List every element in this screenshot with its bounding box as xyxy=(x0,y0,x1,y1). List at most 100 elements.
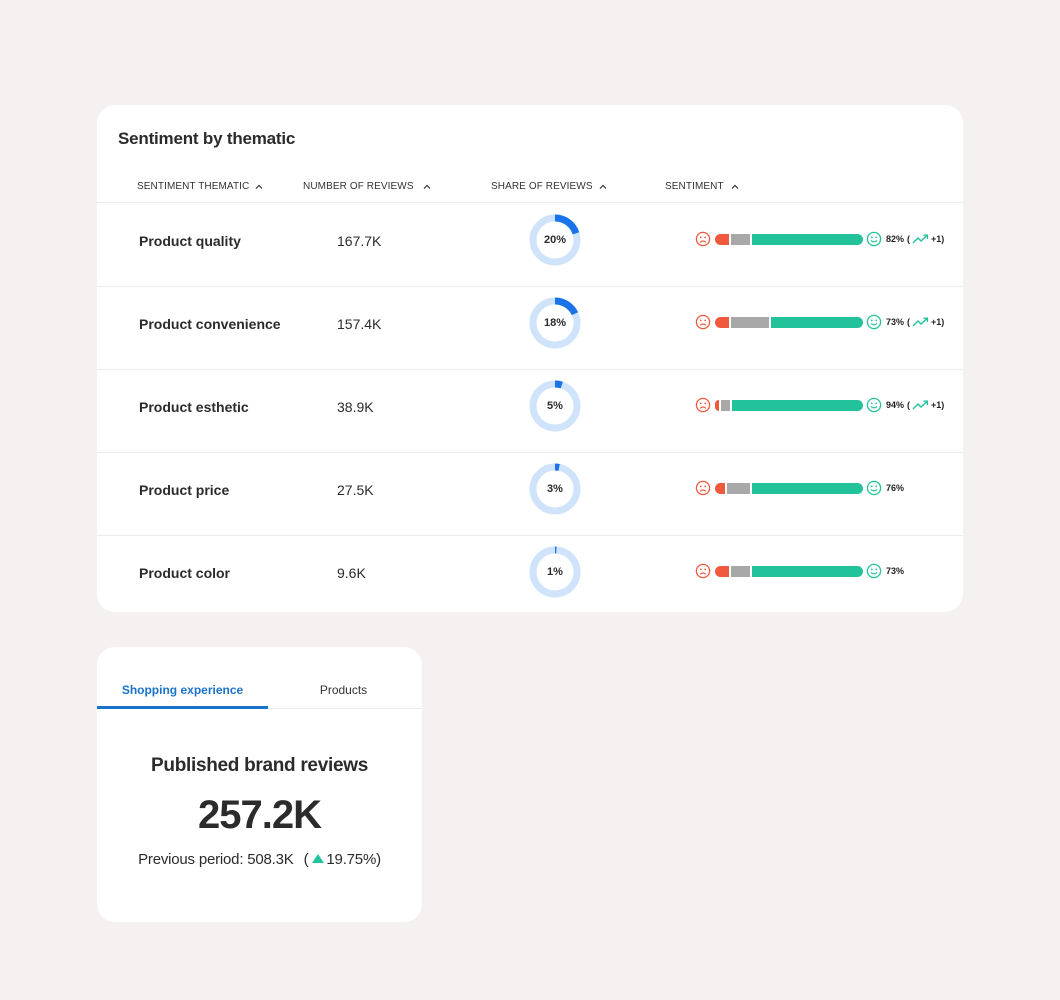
previous-period: Previous period: 508.3K (19.75%) xyxy=(97,851,422,868)
trending-up-icon xyxy=(912,234,929,244)
positive-percent: 76% xyxy=(886,483,905,493)
trend-close-paren: ) xyxy=(941,400,945,410)
brand-reviews-card: Shopping experience Products Published b… xyxy=(97,647,422,922)
table-row[interactable]: Product price 27.5K 3% 76% xyxy=(97,452,963,536)
metric-value: 257.2K xyxy=(198,793,322,837)
share-label: 20% xyxy=(543,234,567,246)
sort-share-of-reviews[interactable]: SHARE OF REVIEWS xyxy=(491,181,607,192)
thematic-name: Product esthetic xyxy=(139,399,249,415)
trend-open-paren: ( xyxy=(907,317,911,327)
change-indicator: (19.75%) xyxy=(304,851,381,868)
review-count: 167.7K xyxy=(337,233,382,249)
donut-arc xyxy=(529,297,581,349)
trending-up-icon xyxy=(912,400,929,410)
positive-percent: 82% xyxy=(886,234,905,244)
thematic-name: Product price xyxy=(139,482,230,498)
chevron-up-icon xyxy=(423,184,431,189)
positive-segment xyxy=(752,233,863,245)
share-label: 1% xyxy=(547,566,563,578)
card-title: Sentiment by thematic xyxy=(118,129,296,148)
review-count: 27.5K xyxy=(337,482,374,498)
metric-title: Published brand reviews xyxy=(151,755,368,776)
positive-segment xyxy=(770,316,863,328)
chevron-up-icon xyxy=(731,184,739,189)
trend-value: +1 xyxy=(931,317,942,327)
review-count: 9.6K xyxy=(337,565,366,581)
trend-value: +1 xyxy=(931,234,942,244)
trending-up-icon xyxy=(912,317,929,327)
trend-close-paren: ) xyxy=(941,317,945,327)
sad-face-icon xyxy=(695,397,711,413)
change-open: ( xyxy=(303,851,309,868)
happy-face-icon xyxy=(866,314,882,330)
share-label: 3% xyxy=(547,483,563,495)
neutral-segment xyxy=(720,399,730,411)
sort-sentiment[interactable]: SENTIMENT xyxy=(665,181,739,192)
sentiment-bar xyxy=(715,399,863,411)
sentiment-thematic-card: Sentiment by thematic SENTIMENT THEMATIC… xyxy=(97,105,963,612)
sad-face-icon xyxy=(695,314,711,330)
trend-indicator: ( +1) xyxy=(907,317,944,327)
chevron-up-icon xyxy=(255,184,263,189)
share-donut xyxy=(529,380,581,432)
table-row[interactable]: Product convenience 157.4K 18% 73%( +1) xyxy=(97,286,963,370)
neutral-segment xyxy=(727,482,751,494)
share-donut xyxy=(529,463,581,515)
thematic-name: Product quality xyxy=(139,233,241,249)
change-value: 19.75%) xyxy=(326,851,381,868)
reviews-tabs: Shopping experience Products xyxy=(97,647,422,709)
tab-products[interactable]: Products xyxy=(319,683,368,697)
review-count: 38.9K xyxy=(337,399,374,415)
table-row[interactable]: Product color 9.6K 1% 73% xyxy=(97,535,963,612)
positive-face xyxy=(866,314,882,330)
positive-percent: 73% xyxy=(886,566,905,576)
share-label: 5% xyxy=(547,400,563,412)
tab-shopping-experience[interactable]: Shopping experience xyxy=(97,647,268,709)
happy-face-icon xyxy=(866,480,882,496)
previous-period-label: Previous period: 508.3K xyxy=(138,851,294,868)
negative-segment xyxy=(715,565,730,577)
sentiment-breakdown: 94%(+1) xyxy=(695,395,944,415)
sort-number-of-reviews[interactable]: NUMBER OF REVIEWS xyxy=(303,181,431,192)
negative-segment xyxy=(715,482,726,494)
negative-segment xyxy=(715,399,719,411)
sort-sentiment-thematic[interactable]: SENTIMENT THEMATIC xyxy=(137,181,263,192)
table-row[interactable]: Product esthetic 38.9K 5% 94%(+1) xyxy=(97,369,963,453)
trend-indicator: (+1) xyxy=(907,400,944,410)
neutral-segment xyxy=(731,316,769,328)
column-header-label: SENTIMENT THEMATIC xyxy=(137,181,250,192)
sentiment-breakdown: 82%(+1) xyxy=(695,229,944,249)
positive-face xyxy=(866,563,882,579)
negative-segment xyxy=(715,316,730,328)
share-donut xyxy=(529,546,581,598)
sentiment-breakdown: 73% xyxy=(695,561,904,581)
column-header-label: SENTIMENT xyxy=(665,181,724,192)
share-donut xyxy=(529,214,581,266)
neutral-segment xyxy=(731,565,751,577)
trend-indicator: (+1) xyxy=(907,234,944,244)
positive-percent: 73% xyxy=(886,317,905,327)
table-row[interactable]: Product quality 167.7K 20% 82%(+1) xyxy=(97,203,963,287)
up-triangle-icon xyxy=(312,854,325,863)
negative-segment xyxy=(715,233,730,245)
share-donut xyxy=(529,297,581,349)
review-count: 157.4K xyxy=(337,316,382,332)
trend-close-paren: ) xyxy=(941,234,945,244)
happy-face-icon xyxy=(866,563,882,579)
positive-segment xyxy=(752,565,863,577)
happy-face-icon xyxy=(866,231,882,247)
column-header-label: NUMBER OF REVIEWS xyxy=(303,181,414,192)
thematic-name: Product color xyxy=(139,565,231,581)
positive-face xyxy=(866,231,882,247)
positive-face xyxy=(866,397,882,413)
sad-face-icon xyxy=(695,563,711,579)
thematic-name: Product convenience xyxy=(139,316,281,332)
positive-face xyxy=(866,480,882,496)
positive-segment xyxy=(731,399,863,411)
trend-open-paren: ( xyxy=(907,400,911,410)
sad-face-icon xyxy=(695,231,711,247)
happy-face-icon xyxy=(866,397,882,413)
donut-arc xyxy=(529,380,581,432)
chevron-up-icon xyxy=(599,184,607,189)
share-label: 18% xyxy=(543,317,567,329)
